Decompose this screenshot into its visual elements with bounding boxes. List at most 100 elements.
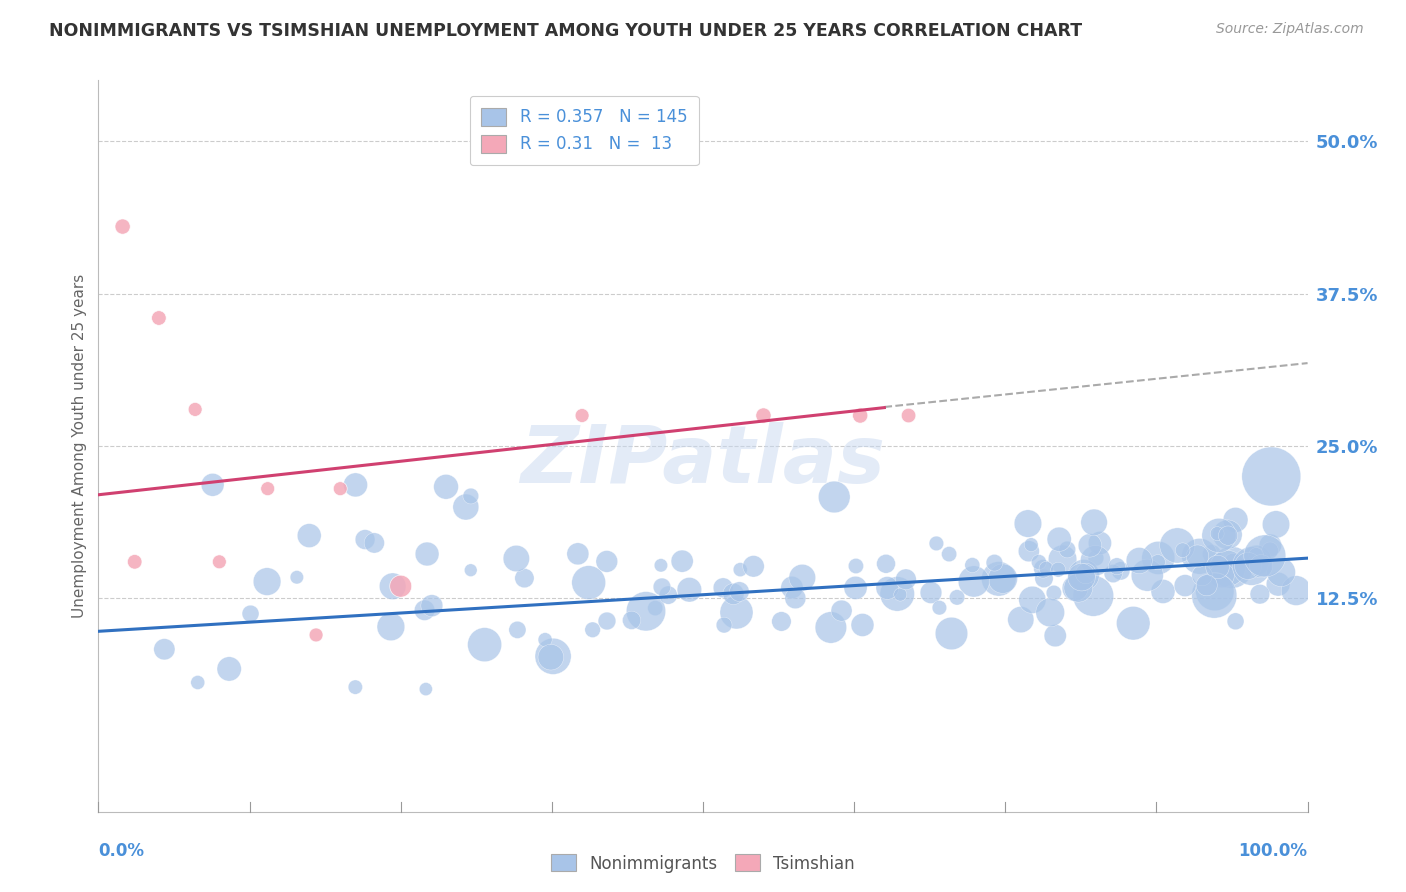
Point [218,662,240,676]
Point [1109,564,1132,578]
Point [1019,538,1042,552]
Point [148,311,170,326]
Point [506,623,529,637]
Text: Source: ZipAtlas.com: Source: ZipAtlas.com [1216,22,1364,37]
Point [329,482,352,496]
Point [1171,543,1194,558]
Point [725,606,748,620]
Point [1216,527,1239,541]
Point [849,409,872,423]
Point [415,682,437,697]
Point [540,650,562,665]
Point [1052,552,1074,566]
Point [728,563,751,577]
Point [596,554,619,568]
Point [1237,558,1260,573]
Point [925,536,948,550]
Point [571,409,593,423]
Point [711,581,734,595]
Point [1074,566,1097,581]
Point [1105,559,1128,574]
Point [650,558,672,573]
Point [208,555,231,569]
Point [1084,551,1107,566]
Point [820,620,842,634]
Point [1250,559,1272,574]
Point [1240,559,1263,574]
Text: 100.0%: 100.0% [1239,842,1308,860]
Point [1187,549,1209,564]
Point [1073,568,1095,582]
Point [1191,568,1213,582]
Point [1225,615,1247,629]
Point [1045,629,1067,643]
Point [578,575,600,590]
Point [256,482,278,496]
Point [1204,584,1226,599]
Point [770,615,793,629]
Point [987,572,1010,586]
Point [1246,553,1268,567]
Point [1267,577,1289,591]
Point [354,533,377,547]
Point [823,490,845,504]
Point [1136,568,1159,582]
Y-axis label: Unemployment Among Youth under 25 years: Unemployment Among Youth under 25 years [72,274,87,618]
Point [454,500,477,514]
Point [581,623,603,637]
Point [897,409,920,423]
Point [1201,547,1223,561]
Point [1244,548,1267,562]
Point [420,599,443,613]
Text: 0.0%: 0.0% [98,842,145,860]
Point [1088,536,1111,550]
Point [1032,562,1054,576]
Point [671,554,693,568]
Point [845,559,868,574]
Point [851,618,873,632]
Point [285,570,308,584]
Point [1047,563,1070,577]
Point [1035,561,1057,575]
Point [678,582,700,597]
Point [1028,555,1050,569]
Point [534,632,557,647]
Point [1216,528,1239,542]
Point [651,580,673,594]
Point [344,478,367,492]
Point [1056,542,1078,557]
Point [728,584,751,599]
Point [1220,560,1243,574]
Point [541,649,564,664]
Point [1174,578,1197,592]
Point [474,638,496,652]
Point [1067,581,1090,595]
Point [1225,513,1247,527]
Point [1222,555,1244,569]
Point [1021,592,1043,607]
Point [1018,544,1040,558]
Point [889,588,911,602]
Point [305,628,328,642]
Point [380,620,402,634]
Point [124,555,146,569]
Point [187,675,209,690]
Point [1122,616,1144,631]
Point [657,588,679,602]
Point [184,402,207,417]
Point [1017,516,1039,531]
Point [1195,578,1218,592]
Point [1216,561,1239,575]
Point [644,601,666,615]
Point [946,591,969,605]
Point [1146,555,1168,569]
Point [1211,568,1233,582]
Point [1206,526,1229,541]
Point [1033,572,1056,586]
Point [723,587,745,601]
Point [983,556,1005,570]
Point [963,574,986,589]
Point [239,607,262,621]
Point [1206,560,1229,574]
Point [1083,516,1105,530]
